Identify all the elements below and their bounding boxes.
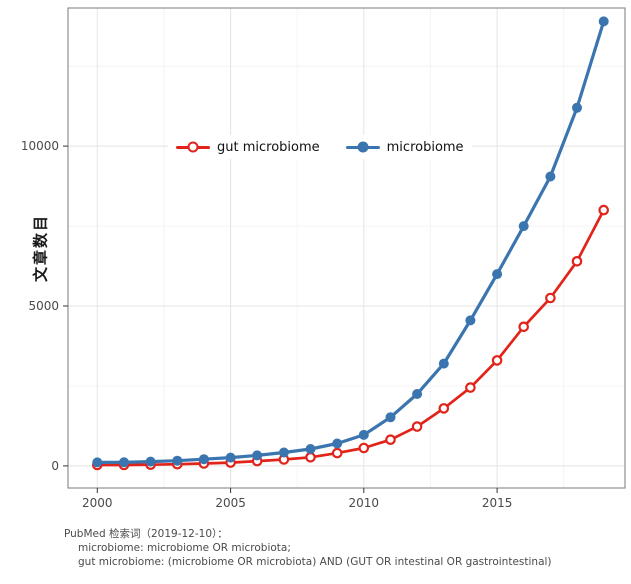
open-circle-line-marker-icon xyxy=(176,137,210,157)
svg-text:10000: 10000 xyxy=(21,139,59,153)
legend-label-microbiome: microbiome xyxy=(386,139,464,155)
svg-text:2005: 2005 xyxy=(215,496,246,510)
y-axis-title: 文章数目 xyxy=(31,213,50,283)
legend-item-microbiome[interactable]: microbiome xyxy=(345,137,464,157)
svg-text:2010: 2010 xyxy=(349,496,380,510)
svg-text:2000: 2000 xyxy=(82,496,113,510)
svg-text:5000: 5000 xyxy=(28,299,59,313)
caption-line-3: gut microbiome: (microbiome OR microbiot… xyxy=(78,556,552,568)
svg-text:2015: 2015 xyxy=(482,496,513,510)
legend-item-gut-microbiome[interactable]: gut microbiome xyxy=(176,137,320,157)
legend-label-gut-microbiome: gut microbiome xyxy=(217,139,320,155)
chart-plot-area: 2000 2005 2010 2015 0 5000 10000 xyxy=(21,7,626,510)
filled-circle-line-marker-icon xyxy=(345,137,380,157)
caption: PubMed 检索词（2019-12-10）： microbiome: micr… xyxy=(64,527,552,569)
caption-line-1: PubMed 检索词（2019-12-10）： xyxy=(64,528,228,540)
svg-text:0: 0 xyxy=(51,459,59,473)
legend: gut microbiome microbiome xyxy=(168,135,472,159)
caption-line-2: microbiome: microbiome OR microbiota; xyxy=(78,542,291,554)
